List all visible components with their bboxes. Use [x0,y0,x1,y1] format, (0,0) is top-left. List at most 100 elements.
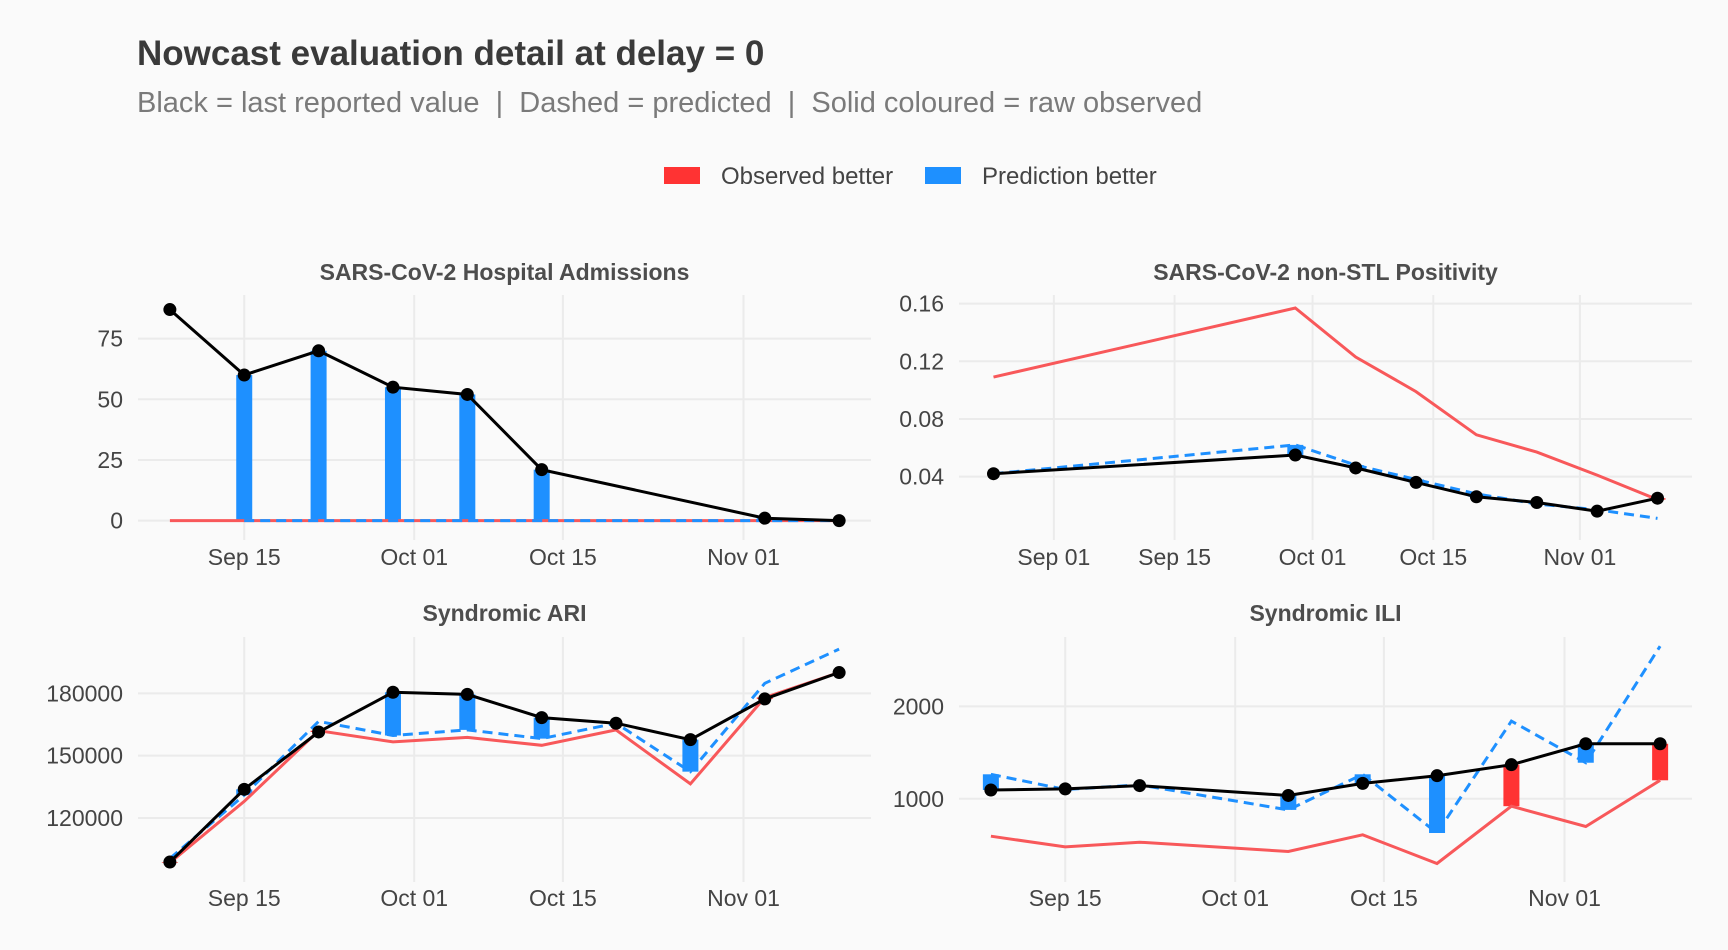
last-reported-point [1653,737,1667,751]
predicted-line [168,647,840,860]
x-tick-label: Nov 01 [1528,885,1601,911]
last-reported-point [832,666,846,680]
x-tick-label: Oct 15 [529,885,597,911]
last-reported-point [609,716,623,730]
last-reported-point [535,463,549,477]
last-reported-point [312,725,326,739]
x-tick-label: Nov 01 [707,885,780,911]
chart-panel: Syndromic ARI 120000 150000 180000 Sep 15 Oct… [46,600,871,911]
prediction-better-bar [310,350,327,521]
observed-better-bar [1503,764,1520,807]
y-tick-label: 180000 [46,680,123,706]
figure-title: Nowcast evaluation detail at delay = 0 [137,34,764,73]
last-reported-point [163,303,177,317]
predicted-line [990,645,1662,836]
last-reported-point [1288,448,1302,462]
last-reported-point [758,511,772,525]
y-tick-label: 0.12 [899,348,944,374]
last-reported-point [1058,782,1072,796]
prediction-better-bar [459,394,476,521]
last-reported-point [460,687,474,701]
y-tick-label: 150000 [46,743,123,769]
y-tick-label: 75 [97,326,123,352]
legend-label-prediction-better: Prediction better [982,163,1157,190]
last-reported-point [1469,490,1483,504]
last-reported-point [1504,758,1518,772]
chart-panel: Syndromic ILI 1000 2000 Sep 15 Oct 01 Oct 15 N… [893,600,1692,911]
chart-panel: SARS-CoV-2 non-STL Positivity 0.04 0.08 0.1… [899,259,1692,570]
last-reported-line [168,671,840,864]
prediction-better-bar [236,375,253,521]
last-reported-point [1590,504,1604,518]
last-reported-point [1651,491,1665,505]
x-tick-label: Nov 01 [1543,544,1616,570]
last-reported-point [237,782,251,796]
last-reported-point [1356,776,1370,790]
last-reported-point [1133,779,1147,793]
last-reported-point [237,368,251,382]
x-tick-label: Oct 01 [1279,544,1347,570]
observed-line [993,306,1659,501]
x-tick-label: Sep 15 [208,885,281,911]
observed-better-bar [1652,743,1669,781]
x-tick-label: Sep 15 [1029,885,1102,911]
panel-title: Syndromic ILI [1249,600,1401,626]
x-tick-label: Oct 01 [1201,885,1269,911]
last-reported-point [1409,475,1423,489]
prediction-better-bar [533,469,550,521]
y-tick-label: 25 [97,447,123,473]
last-reported-point [1430,769,1444,783]
x-tick-label: Oct 15 [1399,544,1467,570]
panel-title: SARS-CoV-2 Hospital Admissions [320,259,690,285]
last-reported-point [163,855,177,869]
last-reported-point [758,692,772,706]
last-reported-point [1530,496,1544,510]
last-reported-point [460,387,474,401]
panel-title: SARS-CoV-2 non-STL Positivity [1153,259,1498,285]
predicted-line [993,443,1658,520]
prediction-better-bar [682,739,699,772]
last-reported-point [986,467,1000,481]
last-reported-point [1281,788,1295,802]
y-tick-label: 0.08 [899,406,944,432]
prediction-better-bar [459,694,476,730]
prediction-better-bar [533,717,550,739]
x-tick-label: Oct 15 [529,544,597,570]
x-tick-label: Sep 15 [1138,544,1211,570]
last-reported-line [168,308,840,523]
last-reported-point [386,685,400,699]
x-tick-label: Sep 15 [208,544,281,570]
last-reported-point [1579,737,1593,751]
y-tick-label: 0.16 [899,291,944,317]
prediction-better-bar [1429,775,1446,833]
figure-subtitle: Black = last reported value | Dashed = p… [137,87,1202,119]
last-reported-point [535,711,549,725]
last-reported-point [984,783,998,797]
x-tick-label: Oct 15 [1350,885,1418,911]
y-tick-label: 1000 [893,786,944,812]
y-tick-label: 2000 [893,693,944,719]
x-tick-label: Oct 01 [380,885,448,911]
legend: Observed better Prediction better [664,163,1157,190]
last-reported-point [1349,461,1363,475]
last-reported-point [312,344,326,358]
legend-label-observed-better: Observed better [721,163,893,190]
last-reported-point [832,514,846,528]
observed-line [168,671,840,864]
legend-swatch-observed-better [664,167,700,184]
y-tick-label: 0.04 [899,464,944,490]
y-tick-label: 120000 [46,805,123,831]
y-tick-label: 0 [110,508,123,534]
x-tick-label: Sep 01 [1017,544,1090,570]
last-reported-line [993,453,1658,513]
observed-line [990,779,1661,866]
legend-swatch-prediction-better [925,167,961,184]
y-tick-label: 50 [97,386,123,412]
prediction-better-bar [384,387,401,521]
x-tick-label: Nov 01 [707,544,780,570]
last-reported-point [386,380,400,394]
prediction-better-bar [384,692,401,736]
x-tick-label: Oct 01 [380,544,448,570]
panel-title: Syndromic ARI [422,600,586,626]
